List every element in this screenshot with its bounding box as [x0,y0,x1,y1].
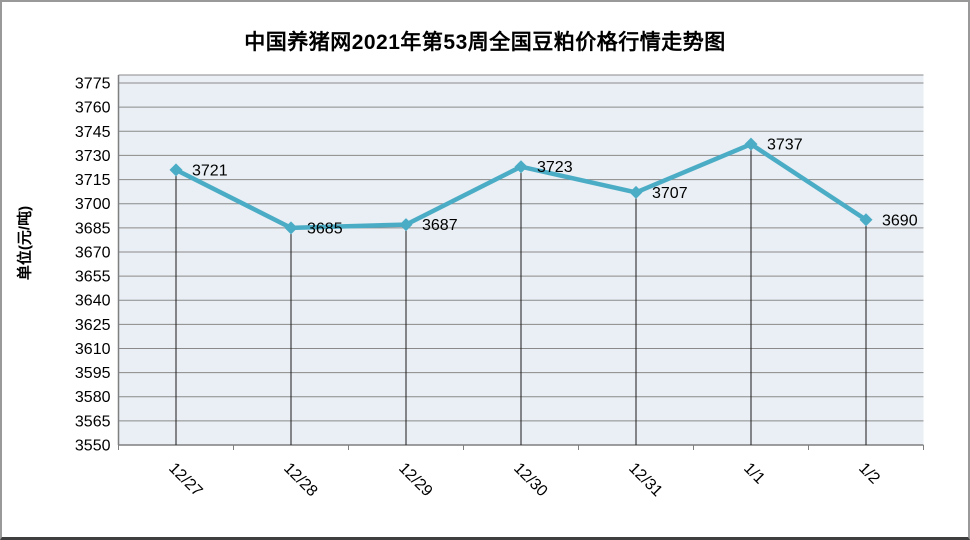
y-tick-label: 3655 [75,269,111,286]
y-tick-label: 3595 [75,365,111,382]
data-label: 3737 [767,137,803,154]
data-label: 3721 [192,162,228,179]
y-tick-label: 3685 [75,220,111,237]
y-tick-label: 3580 [75,389,111,406]
x-tick-label: 12/29 [395,460,435,500]
data-point-marker [284,221,298,235]
y-tick-label: 3640 [75,293,111,310]
x-tick-label: 1/1 [740,460,768,488]
x-tick-label: 12/27 [165,460,205,500]
data-point-marker [859,213,873,227]
data-point-marker [399,218,413,232]
data-point-marker [514,160,528,174]
data-label: 3685 [307,220,343,237]
x-tick-label: 12/28 [280,460,320,500]
data-label: 3723 [537,159,573,176]
y-tick-label: 3565 [75,413,111,430]
data-point-marker [629,185,643,199]
data-label: 3690 [882,212,918,229]
y-tick-label: 3775 [75,76,111,93]
data-point-marker [169,163,183,177]
x-tick-label: 12/31 [625,460,665,500]
y-tick-label: 3715 [75,172,111,189]
x-tick-label: 1/2 [855,460,883,488]
data-label: 3687 [422,217,458,234]
y-tick-label: 3730 [75,148,111,165]
y-tick-label: 3610 [75,341,111,358]
y-tick-label: 3745 [75,124,111,141]
y-tick-label: 3700 [75,196,111,213]
y-tick-label: 3760 [75,100,111,117]
data-label: 3707 [652,185,688,202]
y-tick-label: 3550 [75,438,111,455]
x-tick-label: 12/30 [510,460,550,500]
y-tick-label: 3625 [75,317,111,334]
data-point-marker [744,137,758,151]
chart-title: 中国养猪网2021年第53周全国豆粕价格行情走势图 [244,31,726,54]
y-tick-label: 3670 [75,244,111,261]
